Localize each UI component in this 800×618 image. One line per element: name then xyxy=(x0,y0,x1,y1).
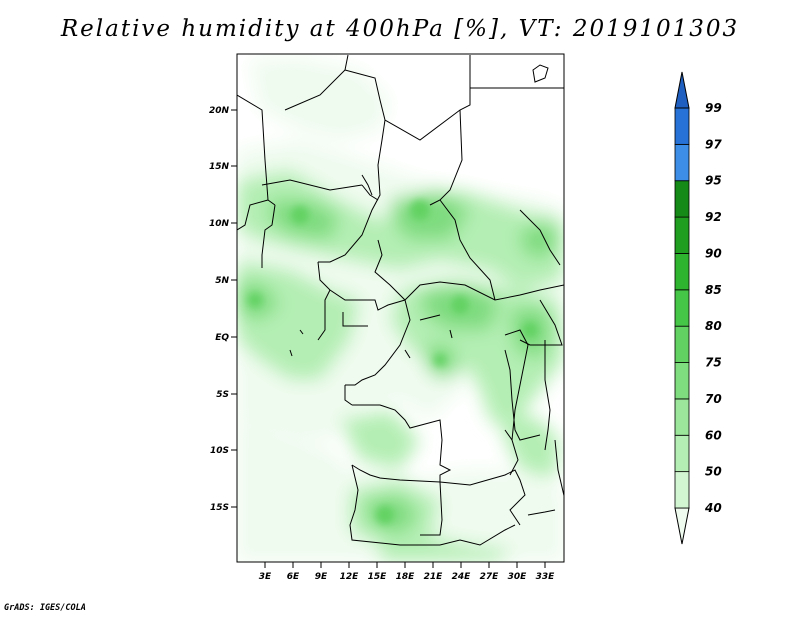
colorbar-label: 99 xyxy=(705,101,722,115)
colorbar-label: 60 xyxy=(705,428,722,442)
colorbar-segment xyxy=(674,289,690,327)
colorbar-segment xyxy=(674,471,690,509)
lat-label: 20N xyxy=(209,106,230,116)
lat-label: 15N xyxy=(209,162,230,172)
lat-label: 15S xyxy=(210,503,229,513)
colorbar-label: 50 xyxy=(705,465,722,479)
colorbar-under-triangle xyxy=(674,507,690,545)
colorbar-label: 80 xyxy=(705,319,722,333)
lon-label: 12E xyxy=(340,572,360,582)
lon-label: 3E xyxy=(259,572,272,582)
lon-label: 27E xyxy=(480,572,500,582)
country-borders xyxy=(237,54,564,546)
lat-label: 10N xyxy=(209,219,230,229)
lon-label: 21E xyxy=(424,572,444,582)
colorbar-segment xyxy=(674,143,690,182)
lon-label: 30E xyxy=(508,572,528,582)
lon-label: 24E xyxy=(452,572,472,582)
colorbar-label: 97 xyxy=(705,137,722,151)
lon-label: 33E xyxy=(536,572,556,582)
colorbar-label: 92 xyxy=(705,210,722,224)
lat-label: 5N xyxy=(215,276,229,286)
latitude-axis: 20N 15N 10N 5N EQ 5S 10S 15S xyxy=(209,106,237,513)
colorbar-label: 85 xyxy=(705,283,722,297)
lat-label: 10S xyxy=(210,446,229,456)
colorbar-label: 75 xyxy=(705,356,722,370)
colorbar-segment xyxy=(674,107,690,145)
colorbar-label: 70 xyxy=(705,392,722,406)
colorbar-label: 95 xyxy=(705,174,722,188)
colorbar-segment xyxy=(674,362,690,400)
humidity-shading xyxy=(237,58,564,562)
colorbar-over-triangle xyxy=(674,71,690,109)
lon-label: 18E xyxy=(396,572,416,582)
lat-label: 5S xyxy=(216,390,229,400)
lon-label: 9E xyxy=(315,572,328,582)
longitude-axis: 3E 6E 9E 12E 15E 18E 21E 24E 27E 30E 33E xyxy=(259,562,555,582)
map-frame xyxy=(236,53,565,563)
colorbar: 40 50 60 70 75 80 85 90 92 95 97 99 xyxy=(674,71,722,545)
colorbar-segment xyxy=(674,398,690,436)
colorbar-label: 90 xyxy=(705,246,722,260)
lon-label: 6E xyxy=(287,572,300,582)
colorbar-segment xyxy=(674,253,690,291)
colorbar-segment xyxy=(674,434,690,473)
grads-credit: GrADS: IGES/COLA xyxy=(4,603,86,613)
lat-label: EQ xyxy=(215,333,229,343)
lon-label: 15E xyxy=(368,572,388,582)
map-title: Relative humidity at 400hPa [%], VT: 201… xyxy=(60,16,740,42)
humidity-cores xyxy=(248,200,538,524)
humidity-field xyxy=(237,54,564,562)
colorbar-segment xyxy=(674,325,690,363)
colorbar-label: 40 xyxy=(704,501,722,515)
colorbar-segment xyxy=(674,180,690,218)
colorbar-segment xyxy=(674,216,690,254)
